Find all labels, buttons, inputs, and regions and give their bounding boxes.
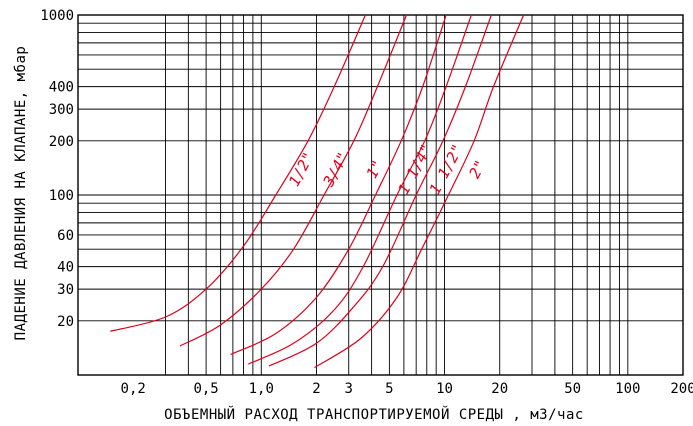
series-label: 2" (465, 157, 489, 181)
x-tick-label: 0,5 (193, 381, 218, 397)
x-tick-labels: 0,2 0,5 1,0 2 3 5 10 20 50 100 200 (121, 381, 693, 397)
y-tick-label: 40 (57, 260, 74, 276)
series-line (110, 14, 366, 332)
y-tick-label: 20 (57, 314, 74, 330)
x-tick-label: 0,2 (121, 381, 146, 397)
series-line (314, 14, 525, 369)
y-tick-label: 300 (49, 102, 74, 118)
series-label: 1/2" (285, 149, 318, 189)
x-tick-label: 1,0 (249, 381, 274, 397)
y-tick-label: 100 (49, 188, 74, 204)
y-tick-label: 1000 (40, 8, 74, 24)
x-axis-title: ОБЪЕМНЫЙ РАСХОД ТРАНСПОРТИРУЕМОЙ СРЕДЫ ,… (164, 405, 584, 423)
x-tick-label: 100 (615, 381, 640, 397)
x-tick-label: 200 (670, 381, 693, 397)
grid (78, 15, 683, 375)
x-tick-label: 20 (491, 381, 508, 397)
y-tick-label: 30 (57, 282, 74, 298)
x-tick-label: 5 (385, 381, 393, 397)
y-tick-labels: 20 30 40 60 100 200 300 400 1000 (40, 8, 74, 330)
x-tick-label: 10 (436, 381, 453, 397)
x-tick-label: 3 (345, 381, 353, 397)
series-line (268, 14, 492, 367)
series-group: 1/2" 3/4" 1" 1 1/4"1 1/2"2" (110, 14, 525, 369)
series-line (248, 14, 472, 365)
y-tick-label: 400 (49, 80, 74, 96)
series-label: 3/4" (319, 149, 352, 190)
series-line (230, 14, 447, 356)
y-tick-label: 200 (49, 134, 74, 150)
series-line (179, 14, 408, 347)
y-tick-label: 60 (57, 228, 74, 244)
x-tick-label: 2 (312, 381, 320, 397)
x-tick-label: 50 (564, 381, 581, 397)
y-axis-title: ПАДЕНИЕ ДАВЛЕНИЯ НА КЛАПАНЕ, мбар (13, 46, 29, 341)
plot-frame (77, 14, 684, 376)
